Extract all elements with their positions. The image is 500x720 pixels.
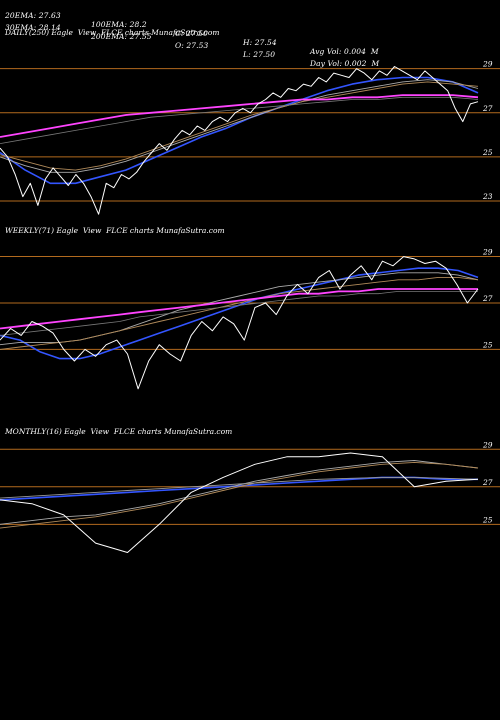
daily-ema-line: [0, 76, 479, 185]
daily-chart-title: DAILY(250) Eagle View FLCE charts Munafa…: [5, 28, 220, 37]
monthly-y-tick-label: 27: [482, 478, 493, 487]
weekly-ema-line: [0, 272, 479, 346]
day-vol-stat: Day Vol: 0.002 M: [310, 59, 380, 68]
avg-vol-stat: Avg Vol: 0.004 M: [310, 47, 379, 56]
ema100-stat: 100EMA: 28.2: [91, 20, 147, 29]
daily-y-tick-label: 25: [482, 148, 493, 157]
header-stats-row-1: 20EMA: 27.63 100EMA: 28.2 C: 27.50 H: 27…: [5, 2, 379, 56]
daily-y-tick-label: 29: [482, 60, 493, 69]
monthly-y-tick-label: 29: [482, 440, 493, 449]
weekly-price-line: [0, 256, 479, 390]
weekly-ema-line: [0, 290, 478, 336]
high-stat: H: 27.54: [243, 38, 277, 47]
monthly-ema-line: [0, 461, 479, 529]
weekly-y-tick-label: 27: [482, 294, 493, 303]
daily-chart: 29 27 25 23: [0, 60, 500, 215]
weekly-ema-line: [0, 267, 479, 360]
daily-price-line: [0, 66, 479, 215]
monthly-chart-title: MONTHLY(16) Eagle View FLCE charts Munaf…: [5, 427, 233, 436]
header-stats-row-2: 30EMA: 28.14 200EMA: 27.55 O: 27.53 L: 2…: [5, 14, 379, 68]
weekly-y-tick-label: 25: [482, 340, 493, 349]
weekly-chart: 29 27 25: [0, 248, 500, 390]
monthly-price-line: [0, 452, 479, 553]
daily-ema-line: [0, 96, 479, 144]
close-stat: C: 27.50: [175, 29, 208, 38]
ema20-stat: 20EMA: 27.63: [5, 11, 61, 20]
open-stat: O: 27.53: [175, 41, 209, 50]
monthly-chart: 29 27 25: [0, 440, 500, 553]
weekly-ema-line: [0, 288, 478, 330]
weekly-y-tick-label: 29: [482, 248, 493, 257]
ema30-stat: 30EMA: 28.14: [5, 23, 61, 32]
monthly-ema-line: [0, 460, 479, 525]
weekly-chart-title: WEEKLY(71) Eagle View FLCE charts Munafa…: [5, 226, 225, 235]
daily-y-tick-label: 27: [482, 104, 493, 113]
daily-ema-line: [0, 79, 479, 173]
ema200-stat: 200EMA: 27.55: [91, 32, 152, 41]
weekly-ema-line: [0, 276, 479, 350]
low-stat: L: 27.50: [243, 50, 276, 59]
monthly-ema-line: [0, 476, 479, 499]
daily-ema-line: [0, 81, 479, 171]
monthly-y-tick-label: 25: [482, 515, 493, 524]
daily-y-tick-label: 23: [482, 192, 493, 201]
monthly-ema-line: [0, 476, 478, 501]
daily-ema-line: [0, 94, 479, 138]
